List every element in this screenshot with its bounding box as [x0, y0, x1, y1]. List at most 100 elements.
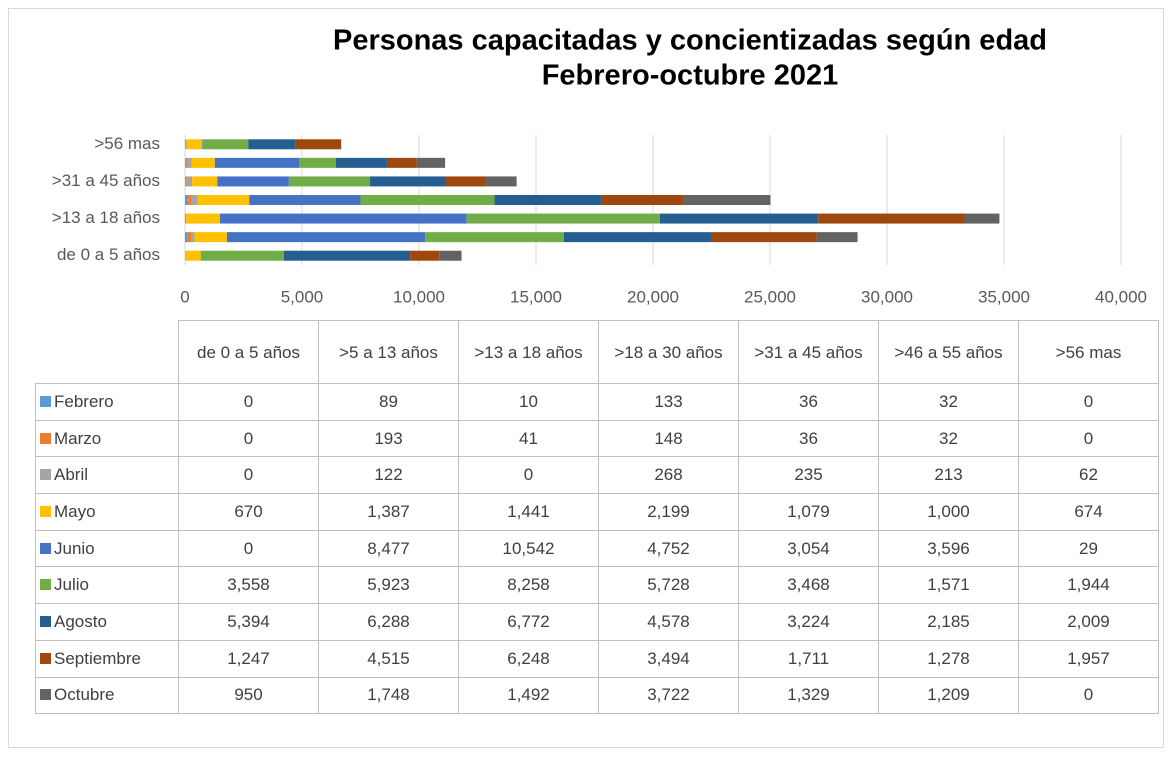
bar-segment	[200, 250, 284, 261]
table-cell: 0	[178, 419, 319, 458]
table-cell: 213	[878, 456, 1019, 495]
bar-segment	[248, 139, 296, 150]
bar-segment	[185, 176, 187, 187]
table-cell: 0	[178, 456, 319, 495]
bar-segment	[186, 157, 192, 168]
bar-segment	[485, 176, 517, 187]
table-row: Octubre 950 1,748 1,492 3,722 1,329 1,209 0	[35, 676, 1159, 715]
column-header: >5 a 13 años	[318, 320, 459, 384]
bar-segment	[219, 213, 467, 224]
table-cell: 1,000	[878, 493, 1019, 531]
table-corner	[35, 320, 179, 384]
legend-label: Agosto	[54, 611, 107, 631]
table-cell: 670	[178, 493, 319, 531]
table-cell: 3,054	[738, 529, 879, 568]
legend-label: Octubre	[54, 685, 115, 705]
bar-segment	[217, 176, 289, 187]
column-header: >56 mas	[1018, 320, 1159, 384]
legend-key	[40, 615, 51, 627]
chart-subtitle: Febrero-octubre 2021	[542, 60, 839, 92]
bar-segment	[416, 157, 446, 168]
table-cell: 674	[1018, 493, 1159, 531]
legend-entry: Febrero	[35, 383, 179, 421]
table-row: Septiembre 1,247 4,515 6,248 3,494 1,711 1,278…	[35, 639, 1159, 678]
column-header: >18 a 30 años	[598, 320, 739, 384]
bar-segment	[335, 157, 387, 168]
x-tick-label: 20,000	[627, 287, 679, 306]
table-cell: 41	[458, 419, 599, 458]
table-cell: 36	[738, 419, 879, 458]
legend-key	[40, 579, 51, 591]
table-cell: 3,558	[178, 566, 319, 605]
table-cell: 6,772	[458, 603, 599, 641]
legend-entry: Junio	[35, 529, 179, 568]
legend-key	[40, 469, 51, 481]
legend-key	[40, 432, 51, 444]
legend-label: Junio	[54, 538, 95, 558]
bar-segment	[192, 176, 218, 187]
table-cell: 1,571	[878, 566, 1019, 605]
x-tick-label: 10,000	[393, 287, 445, 306]
table-cell: 268	[598, 456, 739, 495]
bar-segment	[659, 213, 819, 224]
x-tick-label: 30,000	[861, 287, 913, 306]
table-cell: 2,185	[878, 603, 1019, 641]
bar-segment	[410, 250, 440, 261]
bar-segment	[601, 195, 684, 205]
table-row: Abril 0 122 0 268 235 213 62	[35, 456, 1159, 495]
bar-segment	[360, 195, 495, 205]
bar-segment	[185, 250, 201, 261]
legend-label: Febrero	[54, 391, 114, 411]
table-cell: 29	[1018, 529, 1159, 568]
column-header: >46 a 55 años	[878, 320, 1019, 384]
bar-segment	[386, 157, 417, 168]
legend-label: Julio	[54, 575, 89, 595]
table-cell: 1,329	[738, 676, 879, 715]
table-cell: 0	[1018, 419, 1159, 458]
table-cell: 32	[878, 383, 1019, 421]
bar-segment	[964, 213, 1000, 224]
bar-segment	[191, 232, 195, 243]
bar-segment	[185, 232, 188, 243]
legend-label: Marzo	[54, 428, 102, 448]
bar-segment	[185, 213, 187, 224]
bar-segment	[439, 250, 462, 261]
legend-entry: Julio	[35, 566, 179, 605]
bar-segment	[295, 139, 342, 150]
y-tick-label: >56 mas	[94, 134, 160, 153]
table-cell: 8,258	[458, 566, 599, 605]
legend-entry: Agosto	[35, 603, 179, 641]
bar-segment	[299, 157, 336, 168]
bar-segment	[185, 195, 189, 205]
x-tick-label: 0	[180, 287, 189, 306]
table-row: Junio 0 8,477 10,542 4,752 3,054 3,596 29	[35, 529, 1159, 568]
bar-segment	[186, 213, 220, 224]
table-row: Agosto 5,394 6,288 6,772 4,578 3,224 2,185 2,00…	[35, 603, 1159, 641]
bar-segment	[288, 176, 371, 187]
table-header-row: de 0 a 5 años >5 a 13 años >13 a 18 años >1…	[35, 320, 1159, 384]
bar-segment	[188, 195, 192, 205]
table-cell: 3,468	[738, 566, 879, 605]
table-cell: 1,492	[458, 676, 599, 715]
y-tick-label: >13 a 18 años	[52, 208, 160, 227]
table-cell: 10	[458, 383, 599, 421]
table-cell: 10,542	[458, 529, 599, 568]
table-cell: 0	[458, 456, 599, 495]
table-cell: 193	[318, 419, 459, 458]
table-cell: 1,209	[878, 676, 1019, 715]
table-cell: 2,199	[598, 493, 739, 531]
legend-entry: Marzo	[35, 419, 179, 458]
bar-segment	[818, 213, 965, 224]
bar-segment	[185, 157, 186, 168]
legend-label: Mayo	[54, 501, 96, 521]
y-tick-label: >31 a 45 años	[52, 171, 160, 190]
table-cell: 1,079	[738, 493, 879, 531]
chart-frame	[8, 8, 1164, 748]
legend-entry: Mayo	[35, 493, 179, 531]
bar-segment	[445, 176, 486, 187]
legend-label: Abril	[54, 465, 89, 485]
table-cell: 133	[598, 383, 739, 421]
x-tick-label: 15,000	[510, 287, 562, 306]
column-header: >13 a 18 años	[458, 320, 599, 384]
table-cell: 1,247	[178, 639, 319, 678]
